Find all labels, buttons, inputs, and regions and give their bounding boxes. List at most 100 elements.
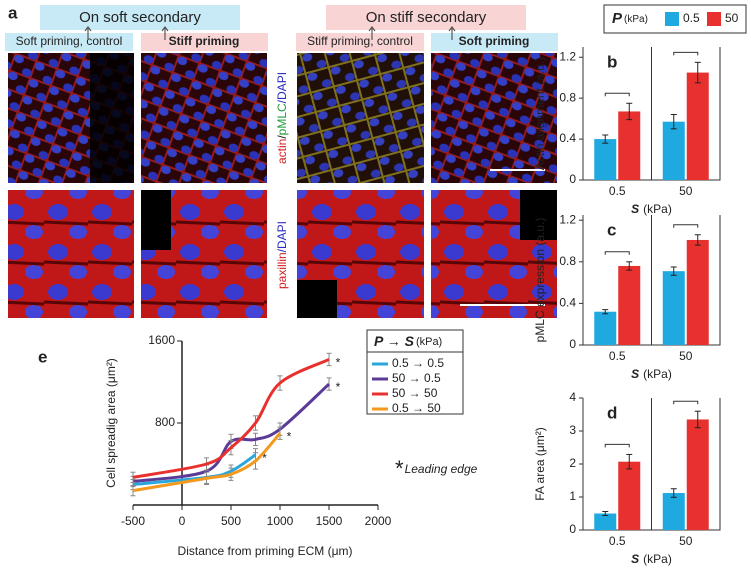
leading-edge-marker: * (287, 429, 292, 443)
error-bar (626, 102, 633, 121)
leading-edge-marker: * (336, 380, 341, 394)
panel-label: c (607, 220, 616, 239)
y-axis-label: Actin alignment (a.u.) (533, 57, 547, 170)
annotation-marker: * (395, 456, 404, 481)
x-axis-label: S (kPa) (631, 202, 672, 216)
x-tick-label: 50 (679, 184, 693, 198)
error-bar (626, 453, 633, 470)
error-bar (694, 410, 701, 429)
leading-edge-marker: * (336, 356, 341, 370)
y-tick-label: 4 (569, 390, 576, 404)
legend-title: P (kPa) (612, 10, 648, 27)
bar (618, 461, 641, 530)
legend-title: P → S (kPa) (374, 333, 442, 349)
y-tick-label: 1.2 (559, 49, 576, 63)
bar (618, 265, 641, 345)
y-tick-label: 0.4 (559, 131, 576, 145)
y-tick-label: 0 (569, 337, 576, 351)
panel-label: e (38, 347, 47, 366)
group-title: On stiff secondary (366, 9, 487, 26)
x-axis-symbol: S (631, 552, 639, 566)
y-tick-label: 1.2 (559, 212, 576, 226)
bar (594, 513, 617, 530)
stain-label: paxillin/DAPI (275, 221, 289, 289)
legend-label: 50 (725, 11, 739, 25)
legend-label: 50 → 50 (392, 386, 438, 400)
significance-bracket (604, 443, 630, 448)
y-tick-label: 1 (569, 489, 576, 503)
x-axis-unit: (kPa) (643, 367, 672, 381)
annotation: *Leading edge (395, 456, 478, 481)
legend-swatch (665, 12, 679, 26)
micrographs (8, 53, 557, 318)
error-bar (670, 266, 677, 276)
micrograph-shade (90, 53, 134, 183)
x-tick-label: -500 (121, 514, 145, 528)
condition-box (431, 33, 558, 51)
micrograph (431, 53, 557, 183)
y-tick-label: 1600 (148, 333, 175, 347)
line (132, 358, 330, 479)
y-tick-label: 0 (569, 522, 576, 536)
legend-label: 0.5 → 0.5 (392, 356, 444, 370)
group-box (326, 5, 526, 30)
condition-box (141, 33, 268, 51)
x-axis-unit: (kPa) (643, 202, 672, 216)
y-tick-label: 0.8 (559, 90, 576, 104)
error-bar (670, 114, 677, 130)
condition: Soft priming, control (16, 34, 123, 48)
significance-bracket (673, 224, 699, 228)
x-axis-label: Distance from priming ECM (μm) (178, 544, 353, 558)
stain: actin (275, 139, 289, 164)
significance-bracket (673, 51, 699, 56)
x-tick-label: 0.5 (609, 184, 626, 198)
stain: /DAPI (275, 221, 289, 252)
x-axis-symbol: S (631, 367, 639, 381)
panel-label: d (607, 403, 617, 422)
bar (686, 419, 709, 530)
stain: paxillin (275, 252, 289, 289)
condition-box (5, 33, 133, 51)
micrograph (141, 53, 267, 183)
error-bar (694, 61, 701, 84)
micrograph (8, 190, 134, 318)
bar (686, 72, 709, 180)
legend-label: 50 → 0.5 (392, 371, 441, 385)
legend-unit: (kPa) (624, 14, 648, 25)
significance-bracket (673, 400, 699, 405)
y-tick-label: 2 (569, 456, 576, 470)
condition: Soft priming (459, 34, 530, 48)
panel-label: a (8, 3, 18, 22)
y-axis-label: FA area (μm²) (533, 427, 547, 501)
micrograph (297, 53, 424, 183)
x-axis-label: S (kPa) (631, 367, 672, 381)
y-tick-label: 0.8 (559, 254, 576, 268)
x-tick-label: 500 (221, 514, 241, 528)
condition: Stiff priming, control (307, 34, 413, 48)
y-axis-label: pMLC expression (a.u.) (533, 218, 547, 343)
bar (618, 111, 641, 180)
error-bar (602, 511, 609, 516)
y-tick-label: 3 (569, 423, 576, 437)
micrograph-shade (297, 280, 337, 318)
panel-label: b (607, 52, 617, 71)
legend-swatch (707, 12, 721, 26)
line (132, 432, 282, 493)
y-tick-label: 0 (569, 172, 576, 186)
legend-unit: (kPa) (416, 336, 442, 348)
y-tick-label: 800 (155, 415, 175, 429)
x-tick-label: 1500 (316, 514, 343, 528)
error-bar (694, 234, 701, 246)
error-bar (626, 261, 633, 271)
x-tick-label: 50 (679, 534, 693, 548)
stain-label: actin/pMLC/DAPI (275, 72, 289, 164)
y-axis-label: Cell spreadig area (μm²) (104, 358, 118, 488)
bar (594, 311, 617, 345)
error-bar (602, 309, 609, 315)
group-title: On soft secondary (79, 9, 201, 26)
x-tick-label: 0 (179, 514, 186, 528)
significance-bracket (604, 251, 630, 255)
